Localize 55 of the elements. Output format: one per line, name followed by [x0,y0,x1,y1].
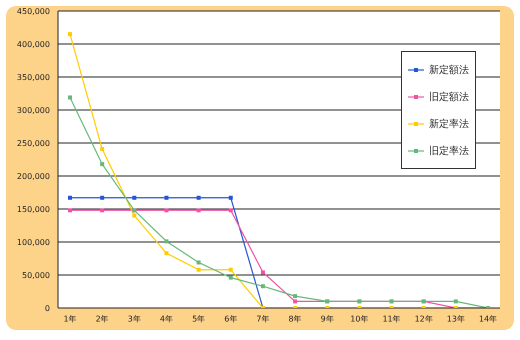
y-tick-label: 450,000 [16,6,50,16]
y-tick-label: 0 [44,304,50,313]
y-tick-label: 300,000 [16,106,50,115]
y-tick-label: 100,000 [16,238,50,247]
x-tick-label: 6年 [224,314,238,324]
point [164,196,168,200]
point [228,268,233,272]
legend-label: 新定額法 [429,64,469,76]
point [228,196,233,200]
point [196,260,201,264]
point [228,208,233,212]
point [293,299,298,304]
point [68,196,72,200]
point [164,208,168,212]
point [260,270,265,274]
y-tick-label: 200,000 [16,172,50,181]
point [228,276,233,280]
x-tick-label: 9年 [320,314,334,324]
legend-label: 旧定額法 [429,90,469,104]
x-tick-label: 3年 [128,314,141,324]
point [100,208,104,212]
y-tick-label: 150,000 [16,204,50,214]
x-tick-label: 11年 [382,314,401,324]
point [260,284,265,288]
x-tick-label: 12年 [414,314,433,324]
legend-label: 新定率法 [429,118,469,130]
point [196,208,201,212]
point [100,146,104,151]
point [164,251,168,256]
point [100,162,104,166]
point [132,214,136,218]
point [68,208,72,212]
y-tick-label: 400,000 [16,40,50,49]
y-tick-label: 350,000 [16,72,50,82]
x-tick-label: 8年 [288,314,302,324]
legend-label: 旧定率法 [429,144,469,158]
x-tick-label: 7年 [256,314,270,324]
x-tick-label: 14年 [478,314,498,324]
point [68,95,72,100]
point [293,294,298,298]
y-tick-label: 50,000 [22,270,50,280]
point [196,268,201,272]
point [100,196,104,200]
y-tick-label: 250,000 [16,138,50,148]
x-tick-label: 1年 [63,314,77,324]
x-tick-label: 2年 [96,314,109,324]
point [454,299,458,304]
point [132,196,136,200]
point [164,239,168,244]
point [196,196,201,200]
x-tick-label: 13年 [446,314,465,324]
point [68,32,72,36]
x-tick-label: 10年 [350,314,368,324]
x-tick-label: 4年 [160,314,174,324]
x-tick-label: 5年 [192,314,206,324]
